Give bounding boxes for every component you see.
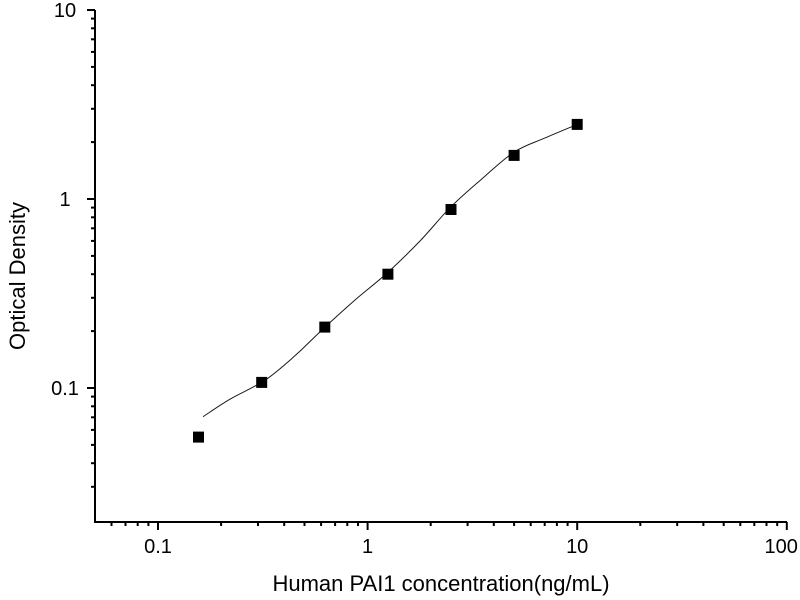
y-axis-title: Optical Density (5, 202, 30, 350)
x-tick-label: 100 (765, 536, 798, 558)
y-tick-label: 0.1 (51, 378, 79, 400)
data-point-marker (256, 376, 268, 388)
data-point-marker (193, 431, 204, 443)
data-point-marker (508, 149, 520, 161)
x-tick-label: 1 (362, 536, 373, 558)
x-tick-label: 0.1 (144, 536, 172, 558)
x-tick-label: 10 (566, 536, 588, 558)
data-point-marker (319, 321, 331, 333)
data-point-marker (382, 268, 394, 280)
data-point-marker (571, 118, 583, 130)
y-tick-label: 1 (59, 189, 70, 211)
x-axis-title: Human PAI1 concentration(ng/mL) (272, 571, 609, 596)
y-tick-label: 10 (54, 0, 76, 22)
data-point-marker (445, 204, 457, 215)
